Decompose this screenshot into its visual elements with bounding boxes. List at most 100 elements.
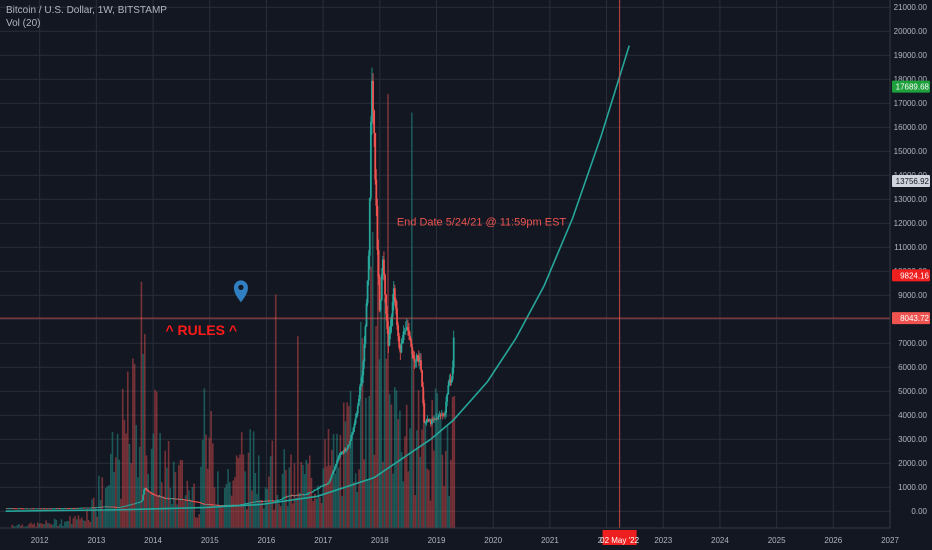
time-tick-label: 2018 <box>371 536 389 545</box>
candle-body <box>129 504 131 506</box>
time-tick-label: 2024 <box>711 536 729 545</box>
candle-body <box>342 451 345 453</box>
volume-bar <box>193 483 195 528</box>
volume-bar <box>388 394 391 528</box>
candle-body <box>364 326 367 345</box>
candle-body <box>173 498 176 500</box>
candle-body <box>296 494 299 496</box>
candle-body <box>81 507 83 509</box>
candle-body <box>248 502 251 504</box>
volume-bar <box>368 396 371 528</box>
candle-body <box>61 508 64 510</box>
candle-body <box>29 508 32 510</box>
volume-bar <box>178 465 180 528</box>
candle-body <box>443 415 445 416</box>
candle-body <box>158 495 161 497</box>
volume-bar <box>359 321 362 528</box>
candle-body <box>190 500 192 502</box>
candle-body <box>372 80 374 111</box>
volume-bar <box>75 519 78 528</box>
candle-body <box>256 501 259 503</box>
candle-body <box>50 508 53 510</box>
volume-bar <box>441 454 444 528</box>
volume-bar <box>325 466 328 528</box>
candle-body <box>114 507 117 508</box>
volume-bar <box>183 500 185 528</box>
volume-bar <box>171 504 173 528</box>
candle-body <box>244 503 247 505</box>
volume-bar <box>149 491 151 528</box>
candle-body <box>298 494 300 496</box>
volume-bar <box>274 294 277 528</box>
candle-body <box>56 508 58 510</box>
price-axis[interactable]: 0.00 1000.00 2000.00 3000.00 4000.00 5000.00 6… <box>889 0 932 550</box>
volume-bar <box>89 521 92 528</box>
candle-body <box>113 506 116 508</box>
candle-body <box>311 491 313 493</box>
candle-body <box>318 487 321 488</box>
volume-bar <box>453 395 456 528</box>
candle-body <box>21 508 23 510</box>
candle-body <box>390 316 393 326</box>
volume-bar <box>208 437 211 528</box>
candle-body <box>224 505 227 506</box>
candle-body <box>412 354 415 359</box>
volume-bar <box>353 482 355 528</box>
volume-bar <box>319 497 321 528</box>
candle-body <box>427 419 430 422</box>
candle-body <box>260 500 263 502</box>
volume-bar <box>157 495 160 528</box>
candle-body <box>38 508 41 510</box>
volume-bar <box>220 505 223 528</box>
time-tick-label: 2015 <box>201 536 219 545</box>
candle-body <box>159 496 162 498</box>
candle-body <box>420 360 422 371</box>
candle-body <box>295 494 298 496</box>
volume-bar <box>249 429 252 528</box>
volume-bar <box>174 472 177 528</box>
price-tick-label: 7000.00 <box>898 339 927 348</box>
candle-body <box>414 360 417 362</box>
price-tick-label: 1000.00 <box>898 483 927 492</box>
candle-body <box>395 299 397 309</box>
candle-body <box>185 499 188 501</box>
candle-body <box>53 508 56 510</box>
candle-body <box>182 499 185 500</box>
candle-body <box>221 505 224 506</box>
candle-body <box>161 497 164 499</box>
volume-bar <box>261 500 263 528</box>
candle-body <box>292 495 295 497</box>
candle-body <box>283 497 286 498</box>
volume-bar <box>152 433 155 528</box>
candle-body <box>317 487 320 489</box>
candle-body <box>72 507 75 509</box>
volume-bar <box>376 251 379 529</box>
candle-body <box>452 337 455 368</box>
price-label-text: 17689.68 <box>896 83 930 92</box>
volume-bar <box>433 450 435 528</box>
time-axis[interactable]: 2012 2013 2014 2015 2016 2017 2018 2019 2020 2021… <box>0 527 932 550</box>
pin-shape <box>233 280 248 303</box>
candle-body <box>332 470 335 473</box>
volume-bar <box>26 526 29 528</box>
candle-body <box>74 508 77 509</box>
volume-bar <box>64 521 66 528</box>
volume-bar <box>223 488 226 528</box>
candle-body <box>301 494 304 496</box>
candle-body <box>120 506 123 508</box>
candle-body <box>42 508 45 510</box>
volume-bar <box>72 518 75 528</box>
candle-body <box>314 489 317 491</box>
candle-body <box>192 501 195 502</box>
candle-body <box>30 508 33 510</box>
candle-body <box>353 423 356 428</box>
volume-bar <box>212 443 214 528</box>
candle-body <box>355 413 358 418</box>
candle-body <box>344 448 347 451</box>
candle-body <box>76 507 79 509</box>
candle-body <box>398 336 401 348</box>
candle-body <box>125 505 128 507</box>
volume-bar <box>438 418 440 528</box>
candle-body <box>22 508 25 510</box>
